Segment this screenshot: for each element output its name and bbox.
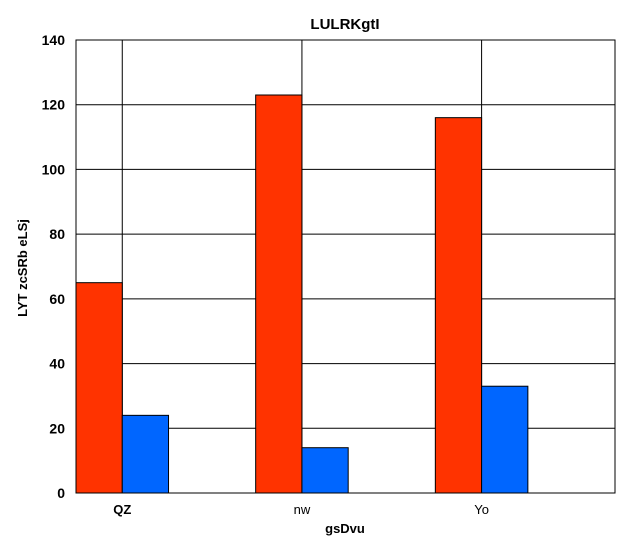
y-axis-ticks: 0 20 40 60 80 100 120 140 [42,32,66,501]
bar-Yo-series-1 [434,117,483,494]
plot-area-frame [75,39,616,494]
y-tick-label: 40 [49,356,65,372]
x-axis-label: gsDvu [325,521,365,536]
y-tick-label: 0 [57,485,65,501]
chart-title: LULRKgtI [310,16,379,33]
x-tick-label: nw [294,502,311,517]
y-tick-label: 120 [42,97,66,113]
bar-QZ-series-2 [121,414,170,494]
y-tick-label: 100 [42,161,66,177]
y-axis-label: LYT zcSRb eLSj [15,219,30,317]
x-tick-label: Yo [474,502,489,517]
bar-QZ-series-1 [75,282,123,494]
x-tick-label: QZ [113,502,131,517]
bar-Yo-series-2 [481,385,529,494]
bar-nw-series-1 [255,94,303,494]
y-tick-label: 80 [49,226,65,242]
x-axis-ticks: QZ nw Yo [113,502,489,517]
bars [75,94,529,494]
y-tick-label: 60 [49,291,65,307]
y-tick-label: 20 [49,420,65,436]
bar-nw-series-2 [301,447,349,494]
y-tick-label: 140 [42,32,66,48]
